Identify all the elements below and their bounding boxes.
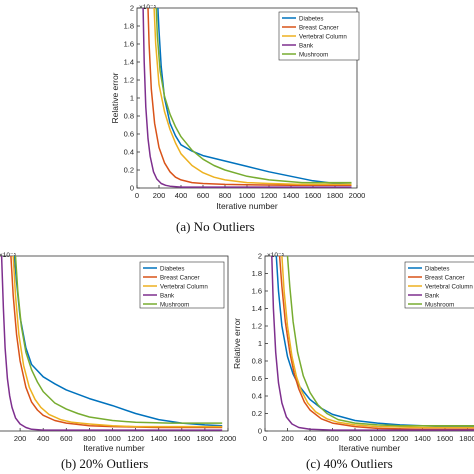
x-tick-label-b-8: 1800 [197,434,214,443]
y-axis-label-c: Relative error [232,318,242,369]
y-tick-label-c-10: 2 [258,252,262,261]
series-line-a-2 [153,8,352,186]
x-tick-label-c-1: 200 [281,434,294,443]
y-tick-label-c-0: 0 [258,427,262,436]
y-tick-label-a-5: 1 [130,94,134,103]
x-axis-label-b: Iterative number [83,443,145,453]
caption-c: (c) 40% Outliers [306,456,393,471]
series-line-c-2 [281,256,474,429]
legend-label-a-2: Vertebral Column [299,34,347,41]
x-tick-label-c-2: 400 [304,434,317,443]
legend-label-c-1: Breast Cancer [425,275,465,282]
y-tick-label-c-4: 0.8 [252,357,262,366]
x-tick-label-b-9: 2000 [220,434,237,443]
x-tick-label-c-6: 1200 [392,434,409,443]
y-tick-label-a-7: 1.4 [124,58,134,67]
legend-label-a-4: Mushroom [299,52,328,59]
series-line-b-3 [0,256,223,431]
legend-label-a-3: Bank [299,43,314,50]
x-tick-label-b-5: 1200 [127,434,144,443]
legend-box-b [139,261,225,309]
x-tick-label-c-0: 0 [263,434,267,443]
x-tick-label-b-2: 600 [60,434,73,443]
exponent-label-b: ×10⁻⁵ [0,252,16,259]
x-tick-label-a-9: 1800 [327,191,344,200]
series-line-c-3 [271,256,474,431]
series-line-a-3 [142,8,352,188]
x-tick-label-a-3: 600 [197,191,210,200]
y-tick-label-a-3: 0.6 [124,130,134,139]
x-tick-label-a-4: 800 [219,191,232,200]
x-axis-label-c: Iterative number [339,443,401,453]
legend-label-b-2: Vertebral Column [160,284,208,291]
caption-b: (b) 20% Outliers [61,456,149,471]
x-tick-label-b-3: 800 [83,434,96,443]
x-tick-label-c-5: 1000 [369,434,386,443]
legend-label-a-1: Breast Cancer [299,25,339,32]
x-axis-label-a: Iterative number [216,201,278,211]
y-tick-label-a-6: 1.2 [124,76,134,85]
legend-label-a-0: Diabetes [299,16,323,23]
x-tick-label-b-0: 200 [14,434,27,443]
legend-label-c-0: Diabetes [425,266,449,273]
legend-label-b-3: Bank [160,293,175,300]
y-tick-label-a-10: 2 [130,4,134,13]
y-tick-label-c-2: 0.4 [252,392,262,401]
legend-label-b-0: Diabetes [160,266,184,273]
legend-label-b-4: Mushroom [160,302,189,309]
x-tick-label-c-8: 1600 [437,434,454,443]
y-tick-label-a-2: 0.4 [124,148,134,157]
y-tick-label-c-7: 1.4 [252,304,262,313]
series-line-c-1 [278,256,474,431]
exponent-label-a: ×10⁻⁵ [139,4,156,11]
y-tick-label-c-8: 1.6 [252,287,262,296]
series-line-a-4 [155,8,352,184]
y-tick-label-c-9: 1.8 [252,269,262,278]
x-tick-label-b-7: 1600 [173,434,190,443]
series-line-a-1 [147,8,352,187]
series-line-c-4 [286,256,474,427]
x-tick-label-c-7: 1400 [414,434,431,443]
x-tick-label-c-3: 600 [326,434,339,443]
x-tick-label-a-8: 1600 [305,191,322,200]
exponent-label-c: ×10⁻⁵ [267,252,284,259]
legend-label-c-4: Mushroom [425,302,454,309]
y-tick-label-a-4: 0.8 [124,112,134,121]
legend-label-c-2: Vertebral Column [425,284,473,291]
x-tick-label-a-5: 1000 [239,191,256,200]
x-tick-label-a-2: 400 [175,191,188,200]
y-tick-label-a-9: 1.8 [124,22,134,31]
series-line-b-4 [14,256,223,424]
x-tick-label-a-6: 1200 [261,191,278,200]
y-tick-label-c-6: 1.2 [252,322,262,331]
series-line-b-1 [10,256,223,429]
legend-label-c-3: Bank [425,293,440,300]
x-tick-label-b-4: 1000 [104,434,121,443]
y-axis-label-a: Relative error [110,72,120,123]
legend-label-b-1: Breast Cancer [160,275,200,282]
y-tick-label-c-1: 0.2 [252,409,262,418]
caption-a: (a) No Outliers [176,219,255,234]
x-tick-label-c-9: 1800 [459,434,474,443]
series-line-a-0 [157,8,352,186]
series-line-b-2 [12,256,223,428]
x-tick-label-c-4: 800 [349,434,362,443]
x-tick-label-b-1: 400 [37,434,50,443]
x-tick-label-b-6: 1400 [150,434,167,443]
legend-box-c [404,261,474,309]
y-tick-label-a-0: 0 [130,184,134,193]
y-tick-label-c-3: 0.6 [252,374,262,383]
x-tick-label-a-7: 1400 [283,191,300,200]
y-tick-label-c-5: 1 [258,339,262,348]
x-tick-label-a-0: 0 [135,191,139,200]
x-tick-label-a-10: 2000 [349,191,366,200]
x-tick-label-a-1: 200 [153,191,166,200]
y-tick-label-a-1: 0.2 [124,166,134,175]
y-tick-label-a-8: 1.6 [124,40,134,49]
